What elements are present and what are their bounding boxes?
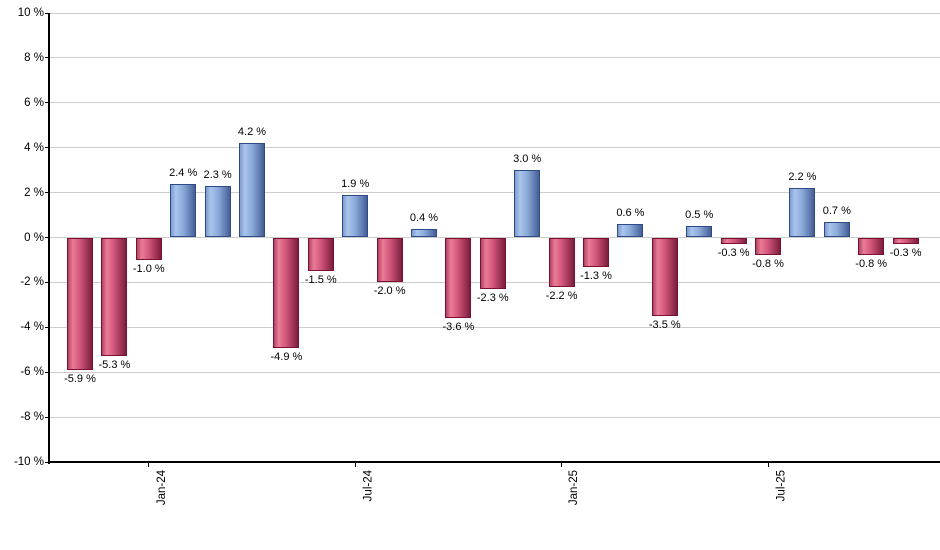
gridline [50, 57, 940, 59]
x-axis-tick [767, 462, 769, 467]
x-axis-line [48, 461, 940, 463]
y-axis-label: 0 % [24, 231, 44, 244]
y-axis-label: -8 % [20, 411, 44, 424]
x-axis-label: Jul-25 [775, 470, 787, 502]
y-axis-tick [45, 461, 50, 463]
bar-positive [823, 221, 850, 238]
y-axis-tick [45, 102, 50, 104]
bar-positive [204, 185, 231, 238]
y-axis-label: -10 % [13, 456, 44, 468]
gridline [50, 192, 940, 194]
bar-value-label: 0.4 % [409, 211, 439, 224]
y-axis-tick [45, 12, 50, 14]
bar-value-label: -0.8 % [855, 258, 888, 271]
bar-positive [170, 183, 197, 238]
gridline [50, 371, 940, 373]
gridline [50, 416, 940, 418]
bar-value-label: -2.3 % [476, 292, 509, 305]
y-axis-tick [45, 237, 50, 238]
bar-value-label: -5.9 % [64, 372, 96, 385]
bar-value-label: 0.5 % [685, 209, 714, 222]
bar-value-label: -2.2 % [545, 289, 578, 302]
bar-value-label: -0.3 % [889, 247, 922, 260]
bar-positive [617, 224, 644, 238]
bar-negative [720, 237, 747, 245]
y-axis-label: -2 % [20, 276, 44, 289]
bar-value-label: 2.4 % [169, 166, 198, 179]
bar-value-label: -0.8 % [752, 258, 784, 271]
bar-value-label: -1.3 % [580, 269, 612, 282]
bar-value-label: -4.9 % [270, 350, 303, 363]
bar-value-label: 0.7 % [822, 204, 851, 217]
bar-value-label: 4.2 % [237, 126, 267, 139]
bar-negative [892, 237, 919, 245]
bar-positive [342, 194, 369, 238]
bar-negative [858, 237, 885, 256]
y-axis-label: 10 % [17, 7, 44, 19]
y-axis-label: 6 % [24, 96, 44, 109]
y-axis-label: 2 % [24, 186, 44, 199]
bar-negative [548, 237, 575, 287]
bar-value-label: -5.3 % [98, 359, 131, 372]
bar-value-label: 3.0 % [513, 153, 542, 166]
bar-value-label: -2.0 % [373, 285, 406, 298]
bar-negative [101, 237, 128, 357]
bar-negative [67, 237, 93, 370]
x-axis-label: Jan-24 [155, 470, 168, 506]
y-axis-tick [45, 57, 50, 59]
bar-value-label: -3.5 % [648, 319, 681, 332]
gridline [50, 102, 940, 104]
y-axis-tick [45, 371, 50, 373]
gridline [50, 326, 940, 328]
x-axis-tick [354, 462, 356, 467]
bar-negative [273, 237, 300, 348]
y-axis-tick [45, 416, 50, 418]
bar-negative [479, 237, 506, 290]
bar-negative [755, 237, 781, 256]
bar-positive [514, 170, 541, 238]
y-axis-label: -4 % [20, 321, 44, 334]
bar-positive [686, 226, 713, 238]
y-axis-line [48, 13, 50, 464]
bar-positive [789, 188, 816, 238]
y-axis-label: 4 % [24, 141, 44, 154]
bar-negative [583, 237, 609, 267]
y-axis-label: -6 % [20, 366, 44, 379]
bar-value-label: 2.2 % [788, 171, 817, 184]
bar-positive [411, 228, 437, 238]
x-axis-tick [148, 462, 150, 467]
x-axis-label: Jan-25 [568, 470, 581, 506]
x-axis-tick [561, 462, 563, 467]
bar-negative [651, 237, 678, 317]
bar-value-label: -1.5 % [304, 274, 337, 287]
bar-negative [445, 237, 472, 319]
y-axis-tick [45, 147, 50, 149]
gridline [50, 147, 940, 149]
bar-negative [307, 237, 334, 272]
bar-positive [239, 143, 265, 238]
bar-value-label: -1.0 % [132, 262, 165, 275]
bar-negative [135, 237, 162, 260]
y-axis-tick [45, 281, 50, 283]
bar-value-label: 0.6 % [616, 207, 645, 220]
bar-negative [376, 237, 403, 283]
bar-value-label: -3.6 % [442, 321, 475, 334]
y-axis-tick [45, 326, 50, 328]
bar-value-label: -0.3 % [717, 247, 750, 260]
y-axis-tick [45, 192, 50, 194]
gridline [50, 12, 940, 14]
y-axis-label: 8 % [24, 51, 44, 64]
bar-value-label: 1.9 % [341, 177, 370, 190]
x-axis-label: Jul-24 [362, 470, 375, 502]
bar-value-label: 2.3 % [203, 168, 232, 181]
